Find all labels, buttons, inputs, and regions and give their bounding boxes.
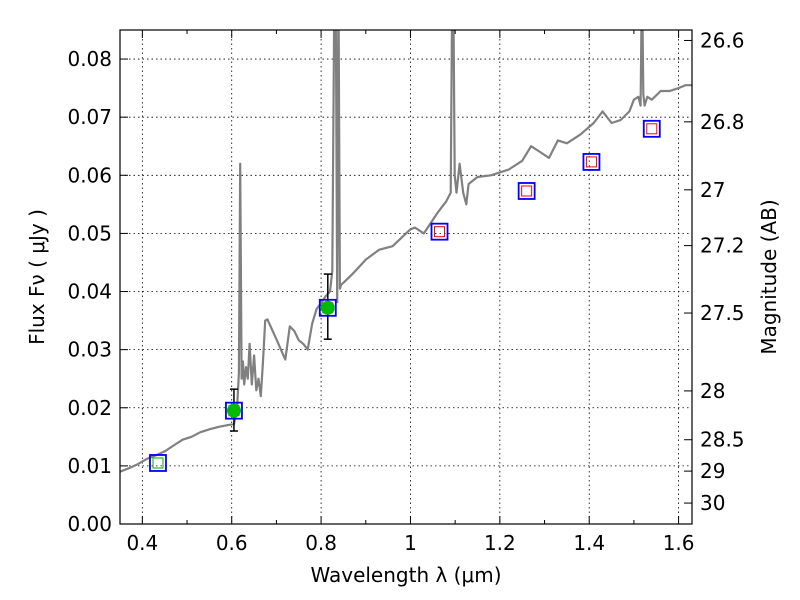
- plot-area: [120, 30, 692, 473]
- y-tick-label: 0.02: [67, 396, 112, 420]
- synthetic-point-inner: [152, 457, 164, 469]
- synthetic-point-inner: [434, 226, 446, 238]
- synthetic-point-inner: [646, 123, 658, 135]
- y-axis-label-right: Magnitude (AB): [757, 199, 781, 354]
- right-tick-label: 27: [700, 178, 725, 202]
- y-axis-label: Flux Fν ( μJy ): [25, 209, 49, 345]
- right-tick-label: 27.2: [700, 234, 745, 258]
- synthetic-point-inner: [521, 185, 533, 197]
- right-tick-label: 28: [700, 379, 725, 403]
- y-tick-label: 0.01: [67, 454, 112, 478]
- y-tick-label: 0.06: [67, 163, 112, 187]
- synthetic-point: [318, 298, 337, 317]
- x-tick-label: 0.4: [126, 531, 158, 555]
- x-tick-label: 0.8: [305, 531, 337, 555]
- plot-frame: [119, 29, 693, 525]
- synthetic-point-inner: [585, 156, 597, 168]
- x-tick-label: 1: [404, 531, 417, 555]
- x-tick-label: 0.6: [216, 531, 248, 555]
- synthetic-point: [149, 454, 167, 472]
- y-tick-label: 0.08: [67, 47, 112, 71]
- x-tick-label: 1.4: [573, 531, 605, 555]
- right-tick-label: 29: [700, 459, 725, 483]
- right-tick-label: 28.5: [700, 428, 745, 452]
- right-tick-label: 27.5: [700, 301, 745, 325]
- right-tick-label: 26.6: [700, 28, 745, 52]
- synthetic-point: [430, 222, 449, 241]
- y-tick-label: 0.00: [67, 512, 112, 536]
- y-tick-label: 0.04: [67, 280, 112, 304]
- observed-point: [152, 457, 164, 469]
- synthetic-point: [225, 401, 243, 420]
- right-tick-label: 30: [700, 491, 725, 515]
- axis-ticks: 0.4 0.6 0.8 1 1.2 1.4 1.6 0.00 0.01 0.02 0.03 0.04 0…: [67, 28, 744, 555]
- y-tick-label: 0.03: [67, 338, 112, 362]
- x-tick-label: 1.2: [484, 531, 516, 555]
- y-tick-label: 0.07: [67, 105, 112, 129]
- x-axis-label: Wavelength λ (μm): [310, 563, 501, 587]
- observed-point: [226, 403, 241, 418]
- grid: [120, 30, 692, 524]
- synthetic-point: [642, 119, 661, 138]
- spectrum-line: [120, 30, 692, 473]
- synthetic-point: [517, 182, 536, 200]
- synthetic-point: [582, 153, 601, 171]
- y-tick-label: 0.05: [67, 221, 112, 245]
- observed-point: [320, 300, 335, 315]
- right-tick-label: 26.8: [700, 110, 745, 134]
- x-tick-label: 1.6: [663, 531, 695, 555]
